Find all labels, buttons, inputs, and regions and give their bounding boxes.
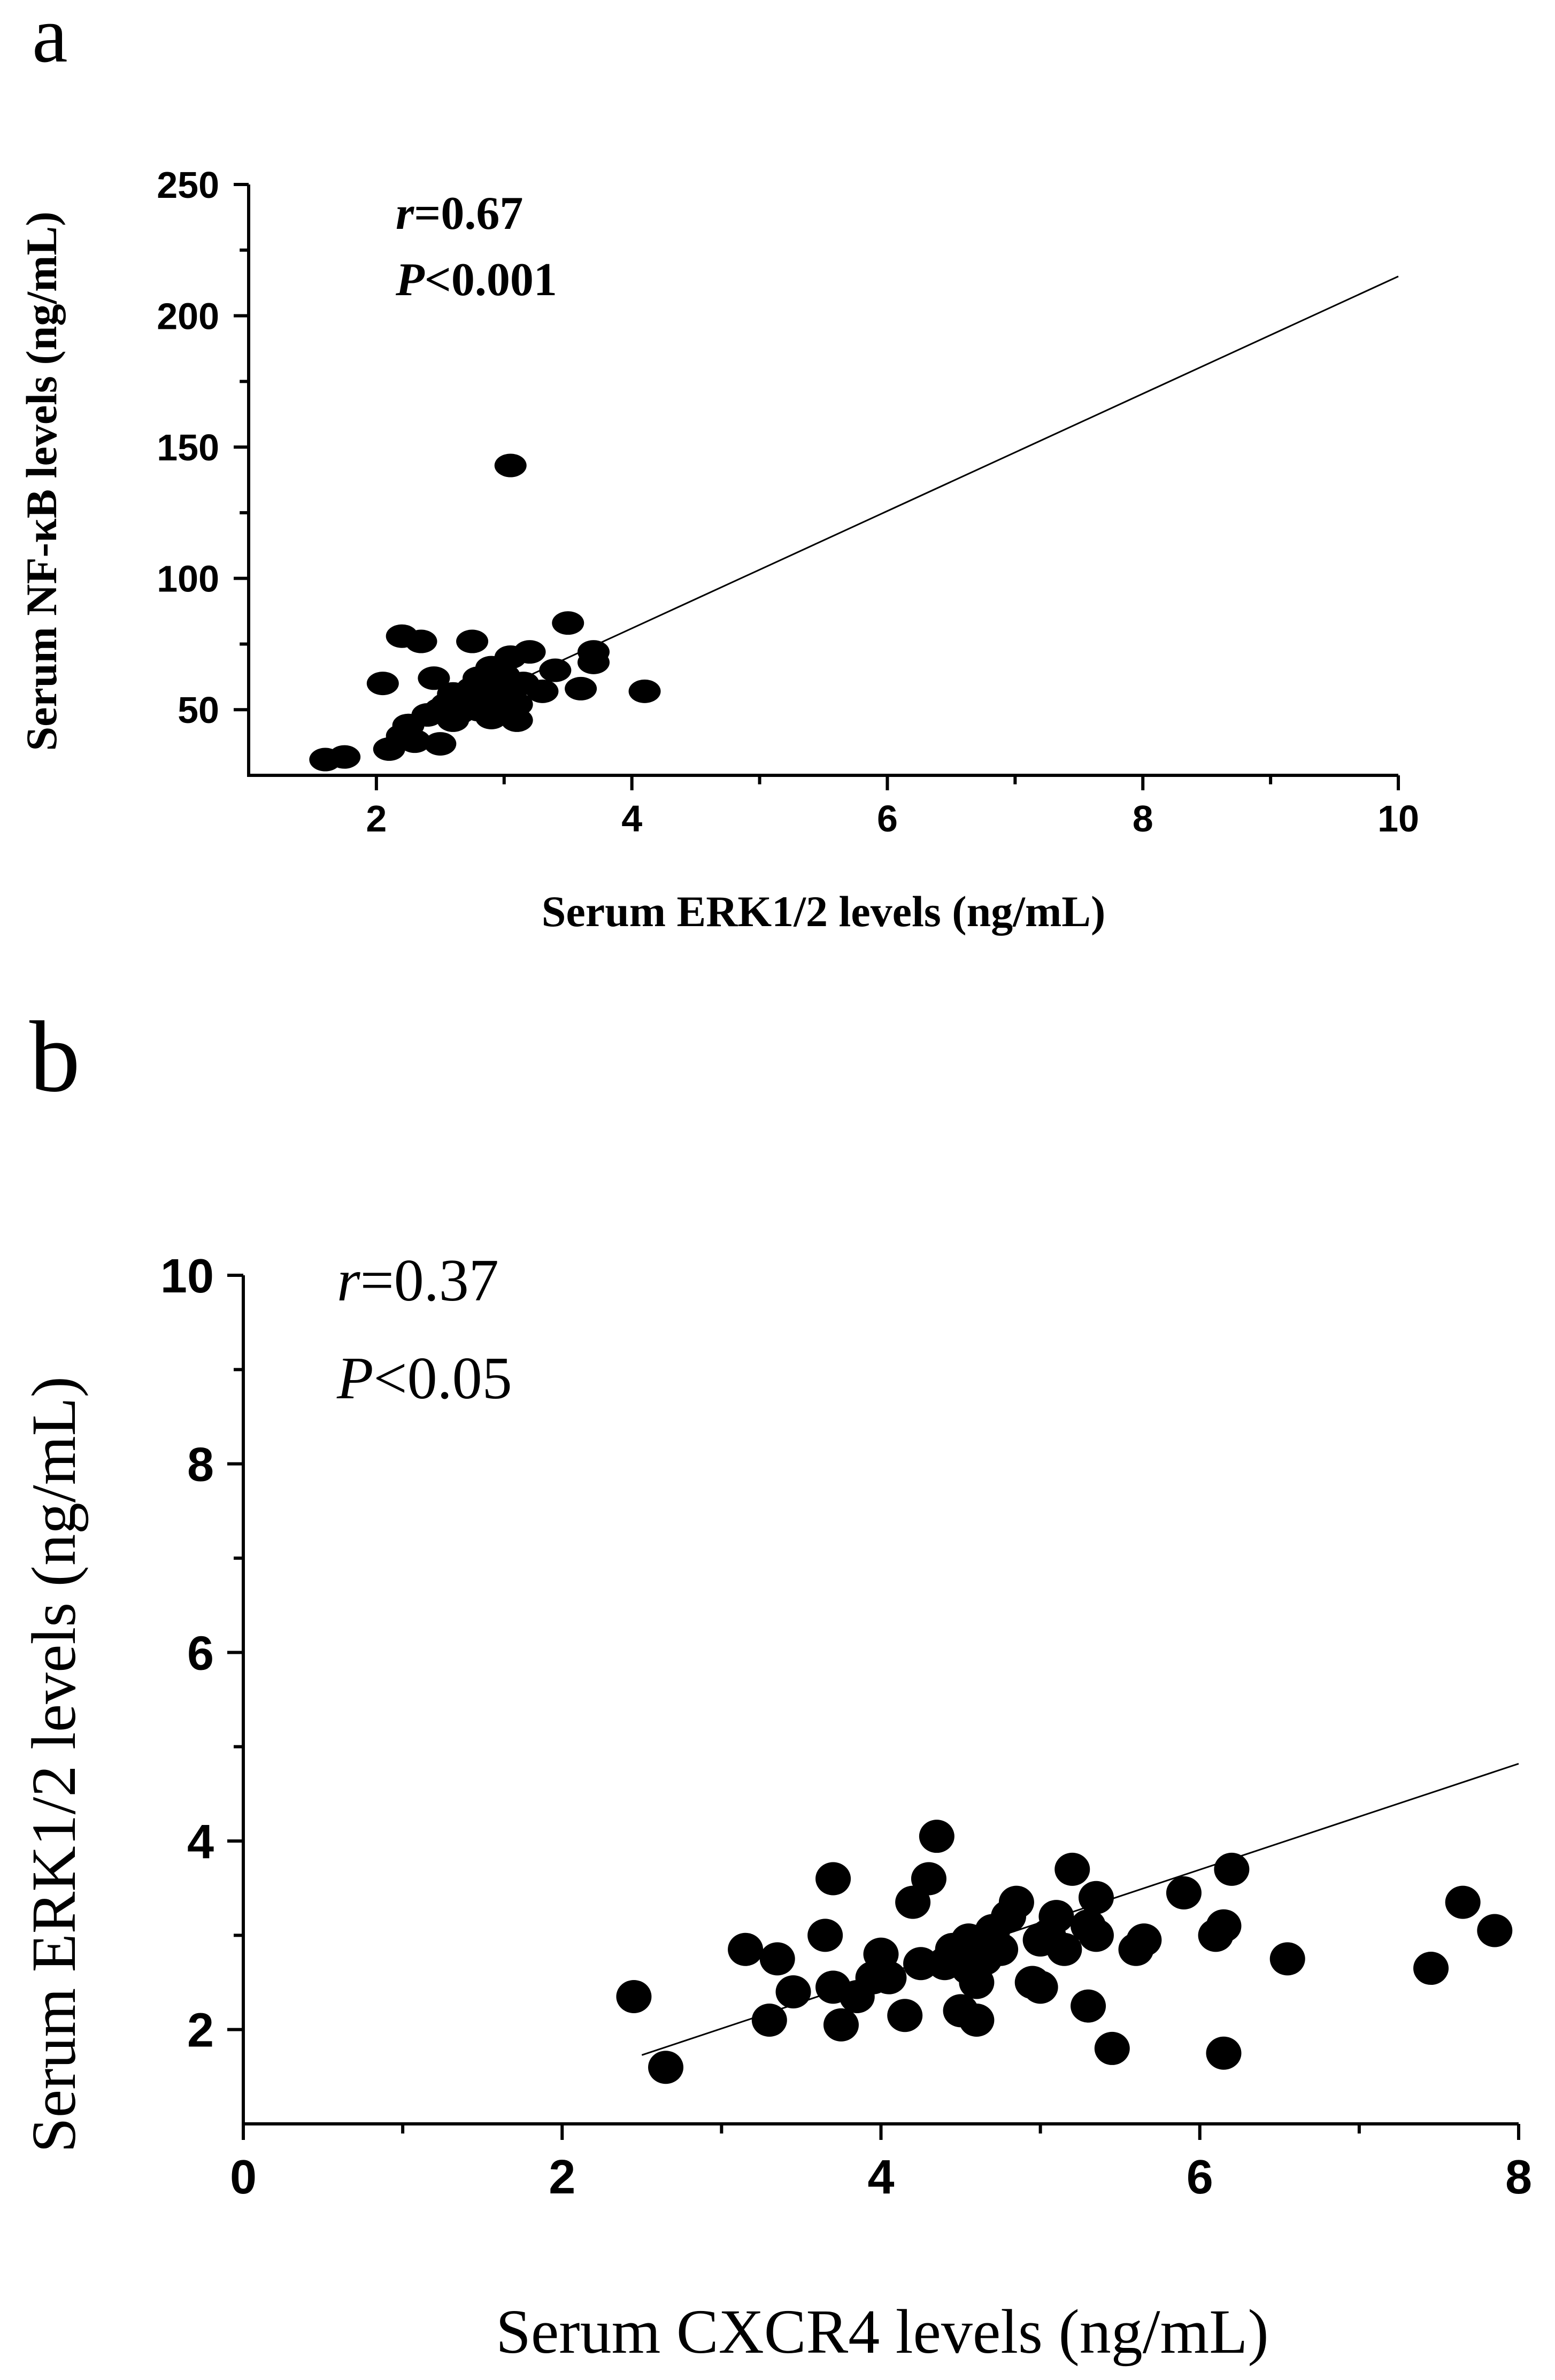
- panel-a-r-symbol: r: [396, 188, 414, 240]
- panel-b-data-point: [1071, 1989, 1106, 2023]
- panel-b-data-point: [1269, 1942, 1305, 1976]
- panel-b-data-point: [1046, 1932, 1082, 1966]
- panel-b-data-point: [1166, 1876, 1202, 1909]
- panel-a-p-symbol: P: [395, 254, 425, 306]
- panel-a-data-point: [456, 629, 489, 653]
- panel-a-x-ticks: 2 4 6 8 10: [366, 775, 1419, 839]
- panel-b-data-point: [1094, 2031, 1130, 2065]
- panel-b-r-symbol: r: [337, 1247, 360, 1314]
- panel-b: b 0 2 4 6 8 2 4 6 8 10 r=0.37 P<0.05 Serum CXCR4…: [19, 1001, 1532, 2367]
- panel-a-y-tick-label: 200: [157, 296, 219, 337]
- panel-a-data-point: [526, 679, 559, 703]
- panel-a-data-point: [552, 611, 584, 635]
- panel-a-x-tick-label: 10: [1377, 798, 1419, 839]
- panel-b-data-point: [751, 2004, 787, 2037]
- panel-b-data-point: [728, 1932, 764, 1966]
- panel-b-data-point: [959, 2004, 995, 2037]
- panel-b-points: [616, 1820, 1513, 2084]
- panel-b-y-ticks: 2 4 6 8 10: [160, 1250, 243, 2058]
- panel-a-data-point: [494, 453, 527, 477]
- panel-a-x-axis-title: Serum ERK1/2 levels (ng/mL): [542, 887, 1106, 936]
- panel-a-data-point: [475, 705, 507, 729]
- panel-a-data-point: [628, 679, 661, 703]
- panel-b-data-point: [983, 1932, 1019, 1966]
- panel-b-x-tick-label: 8: [1505, 2151, 1532, 2204]
- panel-b-y-tick-label: 6: [187, 1627, 214, 1680]
- panel-a-y-tick-label: 100: [157, 558, 219, 600]
- panel-b-data-point: [1078, 1919, 1114, 1952]
- panel-a-data-point: [539, 658, 572, 682]
- panel-b-r-value: =0.37: [360, 1247, 499, 1314]
- panel-a-x-tick-label: 4: [621, 798, 642, 839]
- panel-a-x-tick-label: 2: [366, 798, 387, 839]
- panel-b-p-symbol: P: [336, 1345, 373, 1412]
- panel-a-data-point: [398, 729, 431, 753]
- panel-a-r-value: =0.67: [414, 188, 523, 240]
- panel-b-p-stat: P<0.05: [336, 1345, 512, 1412]
- panel-b-data-point: [759, 1942, 795, 1976]
- panel-b-x-tick-label: 4: [867, 2151, 894, 2204]
- panel-b-data-point: [1022, 1970, 1058, 2004]
- panel-b-data-point: [911, 1862, 946, 1896]
- panel-b-data-point: [1477, 1914, 1513, 1947]
- panel-a-data-point: [578, 640, 610, 664]
- panel-b-data-point: [1038, 1900, 1074, 1934]
- panel-a-data-point: [418, 666, 450, 690]
- panel-b-data-point: [919, 1820, 954, 1853]
- panel-a-y-axis-title: Serum NF-κB levels (ng/mL): [17, 212, 66, 751]
- panel-b-x-ticks: 0 2 4 6 8: [230, 2124, 1532, 2204]
- panel-b-x-axis-title: Serum CXCR4 levels (ng/mL): [496, 2297, 1268, 2367]
- panel-a-p-value: <0.001: [425, 254, 557, 306]
- panel-b-data-point: [1078, 1881, 1114, 1914]
- panel-b-y-tick-label: 2: [187, 2004, 214, 2058]
- panel-a-data-point: [405, 629, 437, 653]
- panel-a-y-tick-label: 250: [157, 164, 219, 206]
- panel-b-data-point: [1054, 1852, 1090, 1886]
- panel-a-data-point: [565, 676, 597, 700]
- panel-b-y-axis-title: Serum ERK1/2 levels (ng/mL): [19, 1376, 89, 2153]
- panel-b-data-point: [887, 1999, 923, 2032]
- panel-b-data-point: [1206, 2036, 1242, 2070]
- panel-a-y-tick-label: 150: [157, 427, 219, 468]
- panel-b-y-tick-label: 4: [187, 1815, 214, 1869]
- panel-a: a 2 4 6 8 10 50 100 150 200 250 r=0.67 P<0.001 S…: [17, 0, 1419, 936]
- panel-b-data-point: [998, 1885, 1034, 1919]
- panel-a-x-tick-label: 8: [1133, 798, 1153, 839]
- panel-b-data-point: [775, 1975, 811, 2009]
- panel-b-label: b: [29, 1001, 80, 1113]
- panel-a-data-point: [328, 745, 361, 769]
- panel-b-data-point: [1126, 1923, 1162, 1957]
- panel-a-points: [309, 453, 661, 772]
- panel-b-x-tick-label: 6: [1187, 2151, 1213, 2204]
- panel-b-data-point: [1413, 1952, 1449, 1985]
- panel-b-data-point: [648, 2051, 684, 2084]
- panel-b-data-point: [815, 1862, 851, 1896]
- panel-b-data-point: [823, 2008, 859, 2042]
- panel-b-data-point: [807, 1919, 843, 1952]
- panel-b-r-stat: r=0.37: [337, 1247, 499, 1314]
- panel-a-r-stat: r=0.67: [396, 188, 523, 240]
- panel-b-x-tick-label: 0: [230, 2151, 257, 2204]
- panel-a-y-tick-label: 50: [178, 689, 219, 731]
- panel-b-data-point: [616, 1980, 652, 2013]
- panel-b-x-tick-label: 2: [549, 2151, 575, 2204]
- panel-a-data-point: [424, 732, 457, 756]
- panel-b-p-value: <0.05: [373, 1345, 512, 1412]
- panel-a-data-point: [513, 640, 546, 664]
- panel-b-y-tick-label: 8: [187, 1438, 214, 1492]
- panel-a-y-ticks: 50 100 150 200 250: [157, 164, 249, 731]
- panel-b-data-point: [871, 1961, 907, 1994]
- panel-b-data-point: [1206, 1909, 1242, 1943]
- panel-a-p-stat: P<0.001: [395, 254, 557, 306]
- panel-b-data-point: [895, 1885, 931, 1919]
- panel-a-data-point: [366, 672, 399, 696]
- panel-a-label: a: [32, 0, 68, 79]
- panel-b-data-point: [1214, 1852, 1250, 1886]
- panel-a-data-point: [501, 692, 533, 717]
- panel-a-x-tick-label: 6: [877, 798, 898, 839]
- panel-b-data-point: [1445, 1885, 1481, 1919]
- panel-b-y-tick-label: 10: [160, 1250, 214, 1303]
